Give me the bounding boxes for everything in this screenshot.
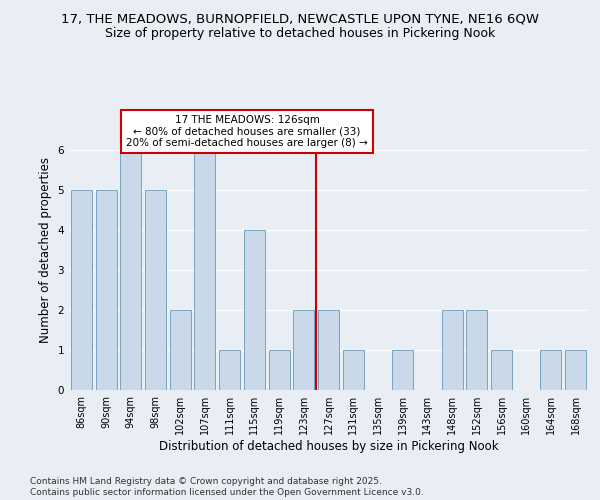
Bar (491, 350, 512, 390)
Bar (541, 350, 562, 390)
Bar (392, 350, 413, 390)
Bar (95, 190, 116, 390)
Bar (466, 310, 487, 390)
Bar (293, 310, 314, 390)
X-axis label: Distribution of detached houses by size in Pickering Nook: Distribution of detached houses by size … (158, 440, 499, 453)
Bar (244, 230, 265, 390)
Text: 17 THE MEADOWS: 126sqm
← 80% of detached houses are smaller (33)
20% of semi-det: 17 THE MEADOWS: 126sqm ← 80% of detached… (126, 115, 368, 148)
Text: Contains HM Land Registry data © Crown copyright and database right 2025.: Contains HM Land Registry data © Crown c… (30, 477, 382, 486)
Bar (71, 190, 92, 390)
Bar (170, 310, 191, 390)
Bar (565, 350, 586, 390)
Bar (442, 310, 463, 390)
Bar (318, 310, 339, 390)
Bar (120, 150, 141, 390)
Text: 17, THE MEADOWS, BURNOPFIELD, NEWCASTLE UPON TYNE, NE16 6QW: 17, THE MEADOWS, BURNOPFIELD, NEWCASTLE … (61, 12, 539, 26)
Bar (343, 350, 364, 390)
Bar (269, 350, 290, 390)
Bar (219, 350, 240, 390)
Y-axis label: Number of detached properties: Number of detached properties (39, 157, 52, 343)
Bar (145, 190, 166, 390)
Text: Contains public sector information licensed under the Open Government Licence v3: Contains public sector information licen… (30, 488, 424, 497)
Text: Size of property relative to detached houses in Pickering Nook: Size of property relative to detached ho… (105, 28, 495, 40)
Bar (194, 150, 215, 390)
